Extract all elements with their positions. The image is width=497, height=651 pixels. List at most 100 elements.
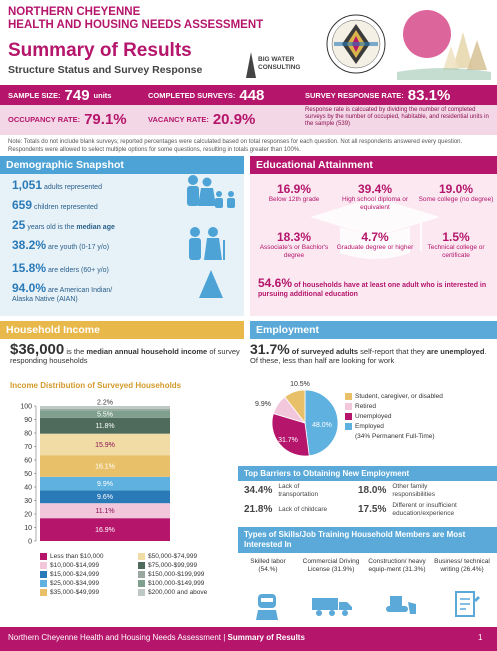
income-legend-right: $50,000-$74,999 $75,000-$99,999 $150,000… bbox=[138, 553, 207, 596]
sample-size-unit: units bbox=[93, 90, 112, 100]
edu-pct-6: 1.5% bbox=[442, 230, 470, 244]
children-label: children represented bbox=[33, 204, 98, 211]
vacancy-stat: VACANCY RATE: 20.9% bbox=[148, 105, 255, 133]
note-text: Note: Totals do not include blank survey… bbox=[8, 139, 463, 153]
response-value: 83.1% bbox=[407, 86, 451, 104]
legend-label: $100,000-$149,999 bbox=[148, 580, 205, 587]
sample-size-stat: SAMPLE SIZE: 749 units bbox=[8, 85, 111, 105]
elders-label: are elders (60+ y/o) bbox=[47, 267, 109, 274]
y-tick-label: 90 bbox=[24, 417, 32, 424]
legend-swatch bbox=[138, 571, 145, 578]
response-note: Response rate is calcuated by dividing t… bbox=[305, 107, 489, 127]
footer-main: Northern Cheyenne Health and Housing Nee… bbox=[8, 633, 228, 642]
response-label: SURVEY RESPONSE RATE: bbox=[305, 90, 404, 100]
bar-segment bbox=[40, 408, 170, 411]
page-number: 1 bbox=[478, 633, 483, 642]
barrier-label-4: Different or insufficient education/expe… bbox=[392, 502, 457, 517]
education-footer-text: of households have at least one adult wh… bbox=[258, 282, 487, 298]
bar-segment-label: 16.1% bbox=[95, 464, 115, 471]
y-tick-label: 60 bbox=[24, 458, 32, 465]
demographic-header: Demographic Snapshot bbox=[0, 156, 244, 174]
edu-item-1: 16.9% Below 12th grade bbox=[254, 182, 334, 204]
completed-surveys-stat: COMPLETED SURVEYS: 448 bbox=[148, 85, 264, 105]
employment-header: Employment bbox=[250, 321, 497, 339]
legend-label: $50,000-$74,999 bbox=[148, 553, 198, 560]
y-tick-label: 20 bbox=[24, 512, 32, 519]
pie-slice bbox=[284, 389, 306, 425]
stat-bar-bottom bbox=[0, 105, 497, 135]
barrier-item-4: 17.5% Different or insufficient educatio… bbox=[358, 502, 484, 517]
bar-segment-label: 16.9% bbox=[95, 527, 115, 534]
skill-label-4: Business/ technical writing (26.4%) bbox=[434, 558, 490, 573]
barrier-label-3: Lack of childcare bbox=[278, 505, 328, 513]
age-label-a: years old is the bbox=[27, 224, 75, 231]
skill-item-1: Skilled labor (54.%) bbox=[240, 558, 296, 573]
bulldozer-icon bbox=[386, 596, 416, 614]
page-title: Summary of Results bbox=[8, 40, 192, 61]
bar-segment-label: 9.9% bbox=[97, 481, 113, 488]
employment-text-a: of surveyed adults bbox=[291, 347, 359, 356]
legend-item: $35,000-$49,999 bbox=[40, 589, 104, 596]
y-tick-label: 10 bbox=[24, 525, 32, 532]
edu-pct-2: 39.4% bbox=[357, 182, 393, 196]
adults-label: adults represented bbox=[43, 184, 102, 191]
income-stacked-bar-chart: 0 10 20 30 40 50 60 70 80 90 100 16.9% 11.1% 9.6% 9.9%… bbox=[20, 400, 170, 546]
education-footer-pct: 54.6% bbox=[258, 276, 293, 290]
employment-pct: 31.7% bbox=[250, 341, 290, 357]
legend-swatch bbox=[138, 553, 145, 560]
skill-label-1: Skilled labor (54.%) bbox=[250, 558, 286, 573]
legend-item: $150,000-$199,999 bbox=[138, 571, 207, 578]
document-icon bbox=[455, 591, 480, 617]
aian-label-b: Alaska Native (AIAN) bbox=[12, 296, 78, 303]
barrier-item-2: 18.0% Other family responsibilities bbox=[358, 483, 470, 498]
edu-item-3: 19.0% Some college (no degree) bbox=[418, 182, 494, 204]
legend-label: $10,000-$14,999 bbox=[50, 562, 100, 569]
aian-label-a: are American Indian/ bbox=[47, 287, 113, 294]
pie-legend-item: Employed bbox=[345, 423, 443, 430]
legend-item: Less than $10,000 bbox=[40, 553, 104, 560]
welder-icon bbox=[256, 594, 278, 620]
stat-bar-top bbox=[0, 85, 497, 105]
bar-segment-label: 11.8% bbox=[95, 423, 114, 430]
barrier-label-1: Lack of transportation bbox=[278, 483, 319, 498]
y-tick-label: 80 bbox=[24, 431, 32, 438]
employment-summary: 31.7% of surveyed adults self-report tha… bbox=[250, 342, 494, 365]
adults-num: 1,051 bbox=[12, 178, 43, 192]
age-label-b: median age bbox=[76, 224, 115, 231]
pie-legend-label: Retired bbox=[355, 403, 376, 410]
legend-swatch bbox=[40, 553, 47, 560]
youth-stat: 38.2% are youth (0-17 y/o) bbox=[12, 238, 109, 252]
edu-label-4: Associate's or Bachlor's degree bbox=[259, 244, 329, 259]
bar-segment bbox=[40, 433, 170, 456]
legend-swatch bbox=[138, 562, 145, 569]
barrier-pct-4: 17.5% bbox=[358, 504, 387, 515]
truck-icon bbox=[312, 598, 352, 616]
bar-segment-label: 11.1% bbox=[95, 508, 114, 515]
barriers-header: Top Barriers to Obtaining New Employment bbox=[238, 466, 497, 481]
income-median-text-a: is the bbox=[66, 347, 85, 356]
edu-pct-1: 16.9% bbox=[276, 182, 312, 196]
education-header: Educational Attainment bbox=[250, 156, 497, 174]
occupancy-stat: OCCUPANCY RATE: 79.1% bbox=[8, 105, 127, 133]
occupancy-label: OCCUPANCY RATE: bbox=[8, 114, 81, 124]
barrier-pct-2: 18.0% bbox=[358, 485, 387, 496]
age-num: 25 bbox=[12, 218, 26, 232]
legend-item: $100,000-$149,999 bbox=[138, 580, 207, 587]
edu-label-5: Graduate degree or higher bbox=[336, 244, 414, 251]
pie-legend-swatch bbox=[345, 403, 352, 410]
legend-swatch bbox=[138, 580, 145, 587]
pie-slice bbox=[271, 413, 310, 457]
footer-bar bbox=[0, 627, 497, 651]
footer-bold: Summary of Results bbox=[227, 633, 305, 642]
bigwater-mark-icon bbox=[246, 52, 256, 78]
bar-segment bbox=[40, 410, 170, 418]
barrier-pct-3: 21.8% bbox=[244, 504, 273, 515]
legend-item: $50,000-$74,999 bbox=[138, 553, 207, 560]
skills-header: Types of Skills/Job Training Household M… bbox=[238, 527, 497, 553]
edu-label-2: High school diploma or equivalent bbox=[341, 196, 409, 211]
legend-label: $150,000-$199,999 bbox=[148, 571, 205, 578]
bar-segment bbox=[40, 476, 170, 491]
edu-label-1: Below 12th grade bbox=[268, 196, 320, 203]
vacancy-label: VACANCY RATE: bbox=[148, 114, 209, 124]
barrier-item-3: 21.8% Lack of childcare bbox=[244, 504, 338, 515]
